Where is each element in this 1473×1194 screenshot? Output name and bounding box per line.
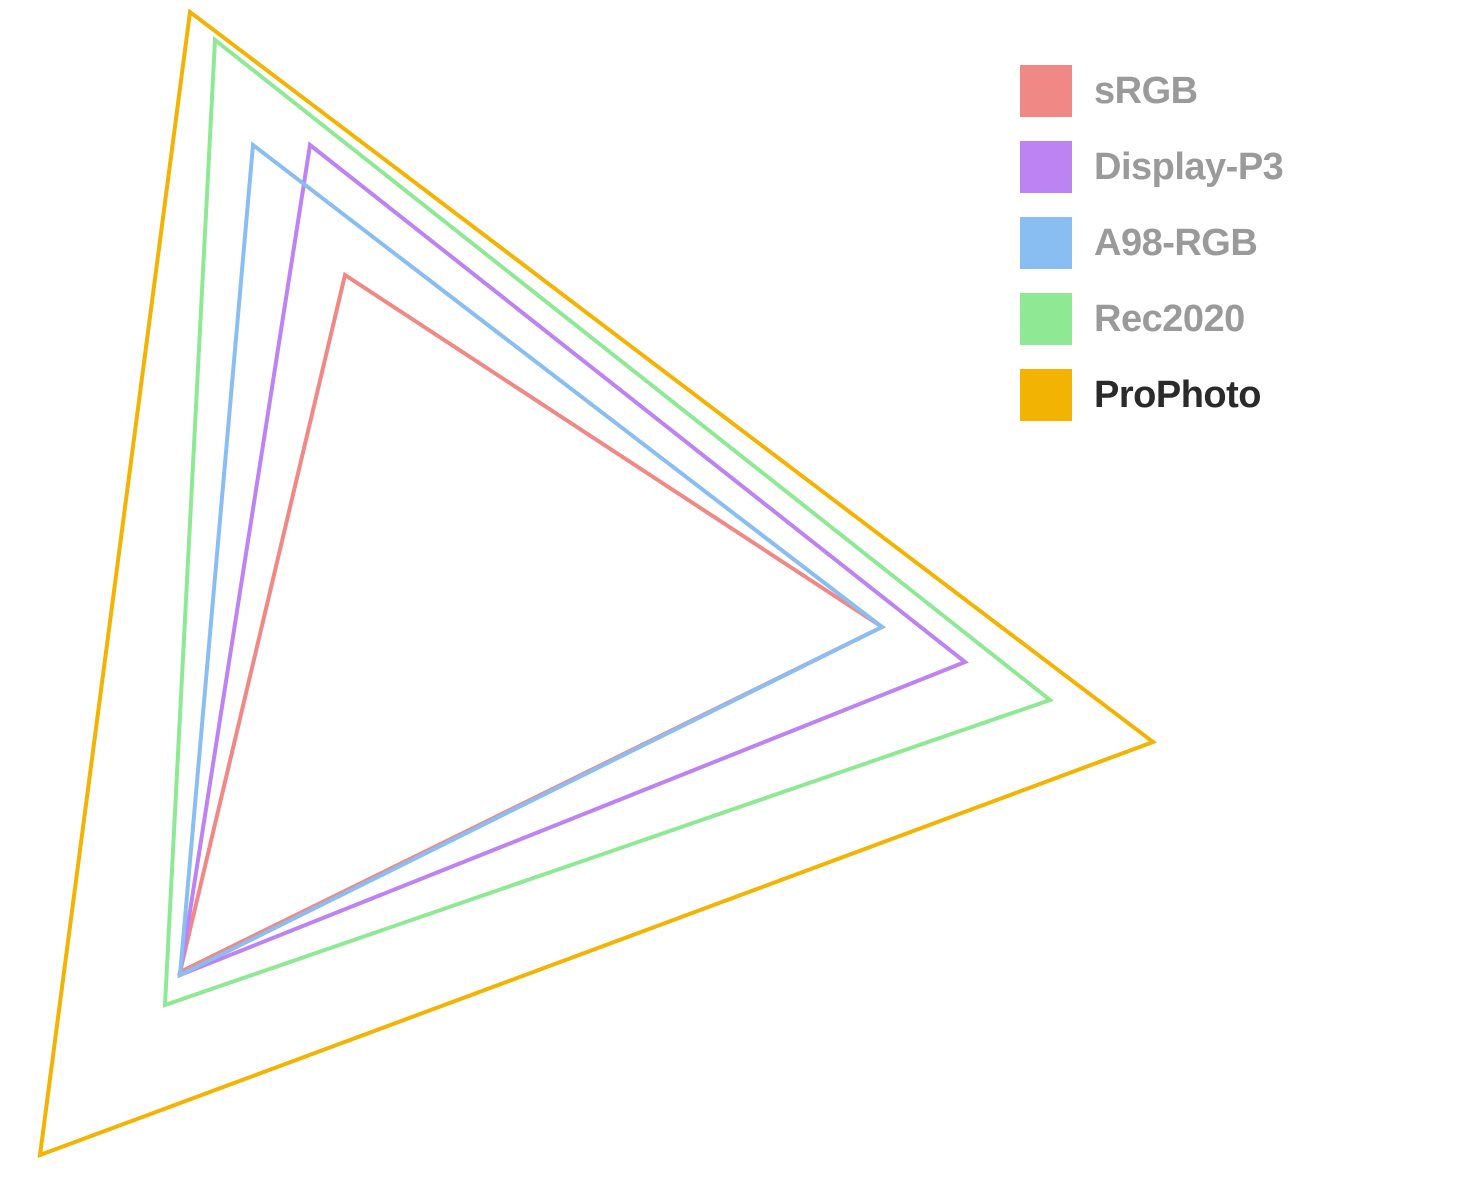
gamut-diagram: sRGB Display-P3 A98-RGB Rec2020 ProPhoto [0,0,1473,1194]
legend-label-srgb: sRGB [1094,70,1198,113]
legend: sRGB Display-P3 A98-RGB Rec2020 ProPhoto [1020,65,1283,421]
legend-label-prophoto: ProPhoto [1094,374,1261,417]
legend-swatch-display-p3 [1020,141,1072,193]
legend-label-display-p3: Display-P3 [1094,146,1283,189]
legend-label-rec2020: Rec2020 [1094,298,1245,341]
legend-swatch-srgb [1020,65,1072,117]
gamut-triangle-srgb [180,275,882,972]
legend-swatch-prophoto [1020,369,1072,421]
legend-item-a98-rgb[interactable]: A98-RGB [1020,217,1283,269]
legend-item-rec2020[interactable]: Rec2020 [1020,293,1283,345]
gamut-triangle-display-p3 [180,145,965,975]
legend-swatch-rec2020 [1020,293,1072,345]
legend-swatch-a98-rgb [1020,217,1072,269]
legend-label-a98-rgb: A98-RGB [1094,222,1257,265]
legend-item-display-p3[interactable]: Display-P3 [1020,141,1283,193]
gamut-triangle-rec2020 [165,40,1050,1005]
legend-item-prophoto[interactable]: ProPhoto [1020,369,1283,421]
legend-item-srgb[interactable]: sRGB [1020,65,1283,117]
